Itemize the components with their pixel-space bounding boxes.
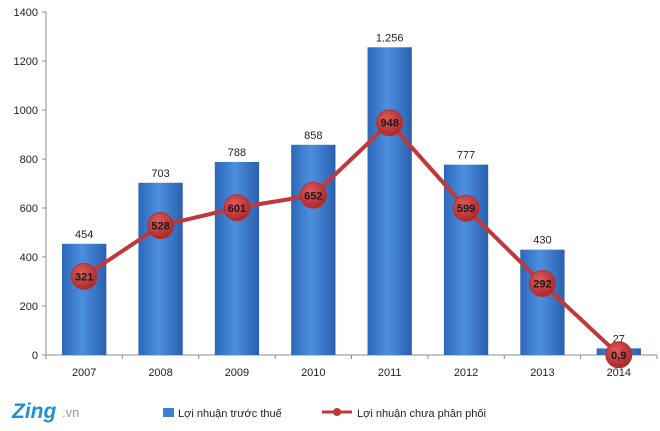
bar	[62, 243, 107, 355]
line-value-label: 528	[151, 221, 169, 233]
line-value-label: 948	[381, 118, 399, 130]
y-tick-label: 1200	[14, 56, 38, 68]
x-tick-labels: 2007 2008 2009 2010 2011 2012 2013 2014	[72, 367, 631, 379]
bar-value-label: 788	[228, 147, 246, 159]
legend-bar-swatch	[163, 408, 174, 417]
legend: Lợi nhuận trước thuế Lợi nhuận chưa phân…	[163, 408, 486, 420]
bar-value-label: 430	[533, 235, 551, 247]
y-tick-label: 800	[20, 154, 38, 166]
line-point	[376, 109, 404, 137]
bar	[138, 182, 183, 355]
x-tick-label: 2012	[454, 367, 478, 379]
line-point	[528, 269, 556, 297]
bar-series	[62, 47, 641, 355]
bar-value-label: 777	[457, 150, 475, 162]
logo-suffix-text: .vn	[62, 405, 79, 420]
legend-bar-label: Lợi nhuận trước thuế	[178, 408, 282, 420]
bar-value-label: 454	[75, 229, 93, 241]
legend-line-marker	[333, 408, 341, 416]
y-tick-label: 400	[20, 252, 38, 264]
line-point	[299, 181, 327, 209]
bar	[291, 144, 336, 355]
line-value-label: 601	[228, 203, 246, 215]
line-point	[147, 212, 175, 240]
line-series: 321 528 601 652 948 599 292 0,9	[70, 109, 633, 369]
y-tick-label: 1000	[14, 105, 38, 117]
bar-value-label: 703	[151, 168, 169, 180]
y-tick-label: 200	[20, 301, 38, 313]
zing-logo: Zing .vn	[11, 400, 79, 423]
bar	[214, 161, 260, 355]
bar	[367, 47, 412, 355]
y-tick-label: 1400	[14, 7, 38, 19]
x-tick-label: 2011	[378, 367, 402, 379]
x-tick-label: 2008	[148, 367, 172, 379]
x-tick-label: 2014	[607, 367, 631, 379]
line-point	[70, 262, 98, 290]
line-point	[452, 194, 480, 222]
logo-main-text: Zing	[11, 400, 56, 423]
x-tick-label: 2013	[530, 367, 554, 379]
y-tick-label: 0	[32, 350, 38, 362]
line-value-label: 292	[533, 278, 551, 290]
line-value-label: 321	[75, 271, 93, 283]
x-tick-label: 2009	[225, 367, 249, 379]
line-value-label: 0,9	[611, 350, 626, 362]
bar-value-label: 1.256	[376, 32, 404, 44]
bar-value-label: 858	[304, 130, 322, 142]
legend-line-label: Lợi nhuận chưa phân phối	[357, 408, 486, 420]
line-value-label: 652	[304, 190, 322, 202]
x-tick-label: 2007	[72, 367, 96, 379]
line-point	[605, 341, 633, 369]
line-point	[223, 194, 251, 222]
line-value-label: 599	[457, 203, 475, 215]
y-tick-label: 600	[20, 203, 38, 215]
x-tick-label: 2010	[301, 367, 325, 379]
